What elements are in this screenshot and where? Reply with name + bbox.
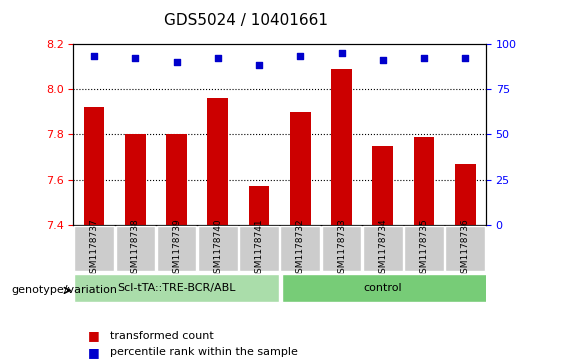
Point [254,62,263,68]
Text: ■: ■ [88,329,99,342]
Bar [198,226,238,271]
Bar [207,98,228,225]
Text: ■: ■ [88,346,99,359]
Text: GDS5024 / 10401661: GDS5024 / 10401661 [164,13,328,28]
Point [419,55,429,61]
Bar [125,134,146,225]
Point [461,55,470,61]
Bar [414,136,434,225]
Bar [74,226,114,271]
Bar [455,164,476,225]
Point [89,53,99,59]
Text: GSM1178739: GSM1178739 [172,218,181,279]
Bar [290,111,311,225]
Bar [445,226,485,271]
Text: Scl-tTA::TRE-BCR/ABL: Scl-tTA::TRE-BCR/ABL [118,283,236,293]
Text: genotype/variation: genotype/variation [11,285,118,295]
Bar [249,187,270,225]
Text: transformed count: transformed count [110,331,214,341]
Point [131,55,140,61]
Bar [166,134,187,225]
Text: control: control [363,283,402,293]
Bar [84,107,105,225]
Bar [404,226,444,271]
Text: GSM1178741: GSM1178741 [255,218,263,279]
Bar [372,146,393,225]
Point [214,55,223,61]
Text: GSM1178732: GSM1178732 [296,218,305,279]
Bar [282,274,486,302]
Bar [239,226,279,271]
Text: GSM1178733: GSM1178733 [337,218,346,279]
Bar [157,226,197,271]
Point [296,53,305,59]
Text: GSM1178736: GSM1178736 [461,218,470,279]
Text: GSM1178740: GSM1178740 [214,218,222,279]
Text: GSM1178738: GSM1178738 [131,218,140,279]
Point [172,59,181,65]
Text: GSM1178737: GSM1178737 [90,218,98,279]
Text: percentile rank within the sample: percentile rank within the sample [110,347,298,357]
Bar [280,226,320,271]
Bar [74,274,279,302]
Point [379,57,388,63]
Bar [331,69,352,225]
Point [337,50,346,56]
Bar [363,226,403,271]
Text: GSM1178734: GSM1178734 [379,218,387,279]
Text: GSM1178735: GSM1178735 [420,218,428,279]
Bar [321,226,362,271]
Bar [115,226,155,271]
